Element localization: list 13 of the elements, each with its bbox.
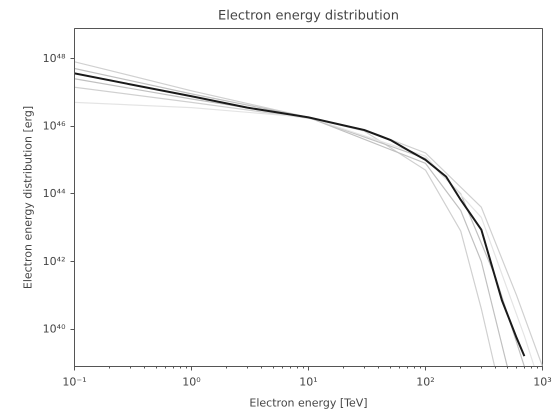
chart-title: Electron energy distribution (218, 8, 399, 24)
x-tick-label: 10⁻¹ (62, 376, 87, 388)
x-tick-label: 10³ (533, 376, 552, 388)
y-tick-label: 10⁴² (42, 254, 66, 268)
y-tick-label: 10⁴⁰ (42, 322, 66, 336)
x-tick-label: 10¹ (299, 376, 318, 388)
y-tick-label: 10⁴⁸ (42, 52, 66, 65)
y-tick-label: 10⁴⁶ (42, 120, 66, 133)
x-axis-title: Electron energy [TeV] (249, 396, 368, 410)
x-tick-label: 10² (416, 376, 435, 388)
y-tick-label: 10⁴⁴ (42, 187, 66, 200)
x-tick-label: 10⁰ (182, 376, 202, 388)
y-axis-title: Electron energy distribution [erg] (22, 106, 35, 290)
